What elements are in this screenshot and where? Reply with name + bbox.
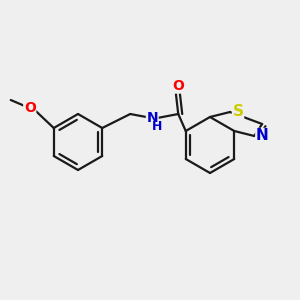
Text: H: H [152, 119, 162, 133]
Text: O: O [24, 101, 36, 115]
Text: S: S [232, 104, 244, 119]
Text: N: N [256, 128, 268, 143]
Text: O: O [172, 79, 184, 93]
Text: N: N [146, 111, 158, 125]
